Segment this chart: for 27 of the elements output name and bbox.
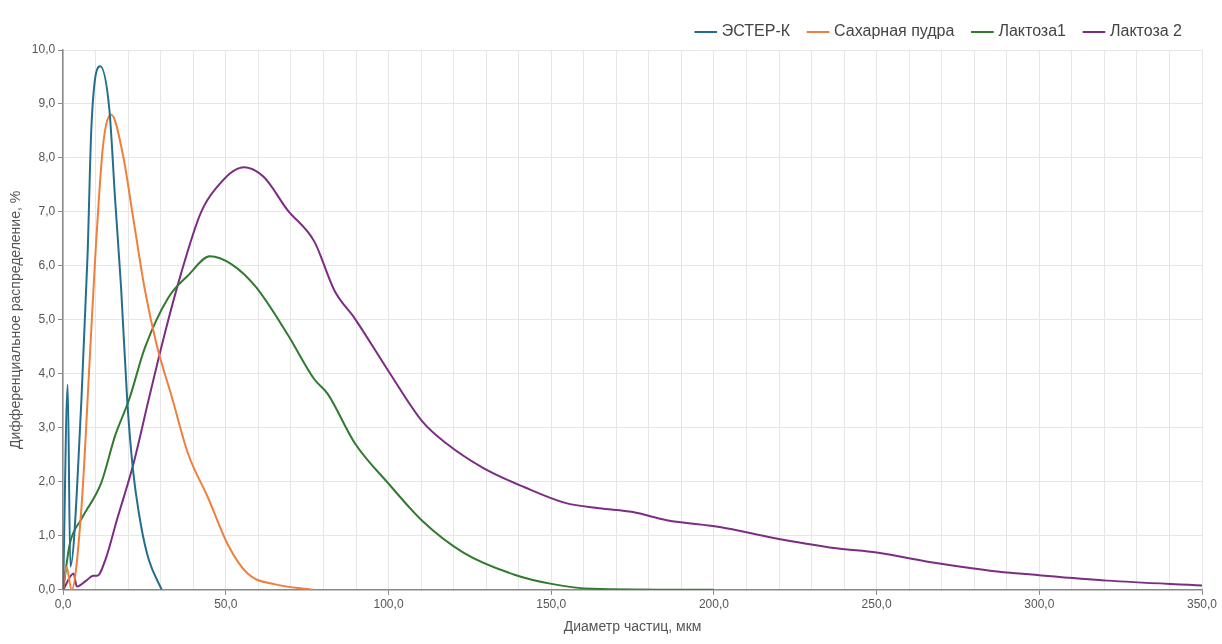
x-tick-label: 300,0	[1024, 597, 1055, 612]
y-tick-label: 1,0	[38, 528, 56, 543]
y-tick-label: 10,0	[31, 42, 56, 57]
y-axis-title: Дифференциальное распределение, %	[7, 190, 24, 449]
x-tick-label: 150,0	[536, 597, 567, 612]
y-tick-label: 9,0	[38, 96, 56, 111]
y-tick-label: 4,0	[38, 366, 56, 381]
x-tick-label: 350,0	[1186, 597, 1218, 612]
x-axis-title: Диаметр частиц, мкм	[563, 618, 702, 635]
legend-label: Лактоза 2	[1109, 22, 1183, 40]
x-tick-label: 250,0	[861, 597, 892, 612]
legend-label: ЭСТЕР-К	[721, 22, 791, 40]
legend-label: Сахарная пудра	[834, 22, 955, 40]
x-tick-label: 100,0	[373, 597, 404, 612]
x-tick-label: 0,0	[54, 597, 72, 612]
y-tick-label: 8,0	[38, 150, 56, 165]
line-series	[63, 65, 163, 590]
x-tick-label: 200,0	[698, 597, 730, 612]
y-tick-label: 0,0	[38, 582, 56, 597]
y-tick-label: 5,0	[38, 312, 56, 327]
y-tick-label: 6,0	[38, 258, 56, 273]
x-tick-label: 50,0	[214, 597, 238, 612]
line-series	[63, 113, 314, 590]
legend-label: Лактоза1	[998, 22, 1067, 40]
y-tick-label: 3,0	[38, 420, 56, 435]
y-tick-label: 2,0	[38, 474, 56, 489]
y-tick-label: 7,0	[38, 204, 56, 219]
